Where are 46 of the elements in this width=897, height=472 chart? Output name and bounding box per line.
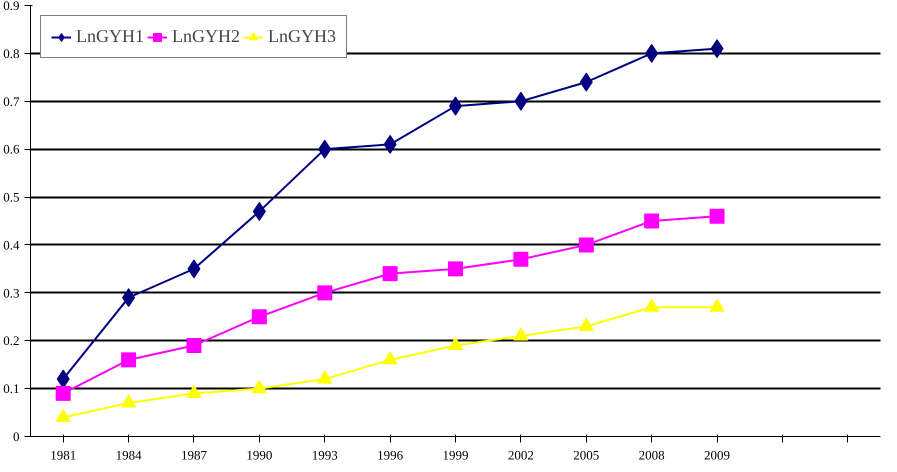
point	[252, 309, 267, 324]
x-tick-label: 1993	[312, 448, 338, 462]
x-tick-label: 2008	[638, 448, 665, 462]
point	[121, 352, 136, 368]
y-tick-label: 0.8	[3, 46, 20, 61]
point	[448, 261, 463, 276]
y-tick-label: 0.7	[3, 94, 20, 109]
x-tick-label: 2002	[508, 448, 534, 462]
point	[252, 380, 267, 394]
x-tick-label: 1999	[442, 448, 468, 462]
point	[317, 285, 332, 300]
point	[448, 336, 463, 350]
x-tick-label: 1984	[116, 448, 142, 462]
x-tick-label: 2005	[573, 448, 600, 462]
y-tick-label: 0.6	[3, 142, 20, 157]
point	[121, 394, 136, 408]
point	[644, 298, 660, 312]
point	[513, 252, 528, 267]
point	[56, 386, 71, 401]
point	[317, 370, 332, 384]
x-tick-label: 1990	[246, 448, 272, 462]
legend-label: LnGYH2	[172, 26, 240, 47]
y-tick-label: 0.9	[3, 0, 20, 13]
point	[56, 408, 71, 422]
point	[710, 298, 725, 312]
point	[186, 384, 202, 398]
point	[578, 237, 594, 252]
y-tick-label: 0	[13, 429, 20, 444]
point	[382, 266, 398, 282]
y-tick-label: 0.1	[3, 381, 20, 396]
point	[710, 208, 725, 224]
point	[186, 338, 202, 354]
x-tick-label: 1981	[50, 448, 76, 462]
legend-label: LnGYH3	[268, 26, 336, 47]
x-tick-label: 2009	[704, 448, 730, 462]
point	[644, 214, 660, 228]
legend-label: LnGYH1	[76, 26, 144, 47]
y-tick-label: 0.5	[3, 190, 20, 205]
y-tick-label: 0.3	[3, 285, 20, 300]
y-tick-label: 0.2	[3, 333, 20, 348]
x-tick-label: 1987	[180, 448, 208, 462]
point	[382, 351, 398, 364]
point	[513, 327, 528, 340]
y-tick-label: 0.4	[3, 237, 20, 252]
x-tick-label: 1996	[377, 448, 404, 462]
point	[578, 318, 594, 331]
